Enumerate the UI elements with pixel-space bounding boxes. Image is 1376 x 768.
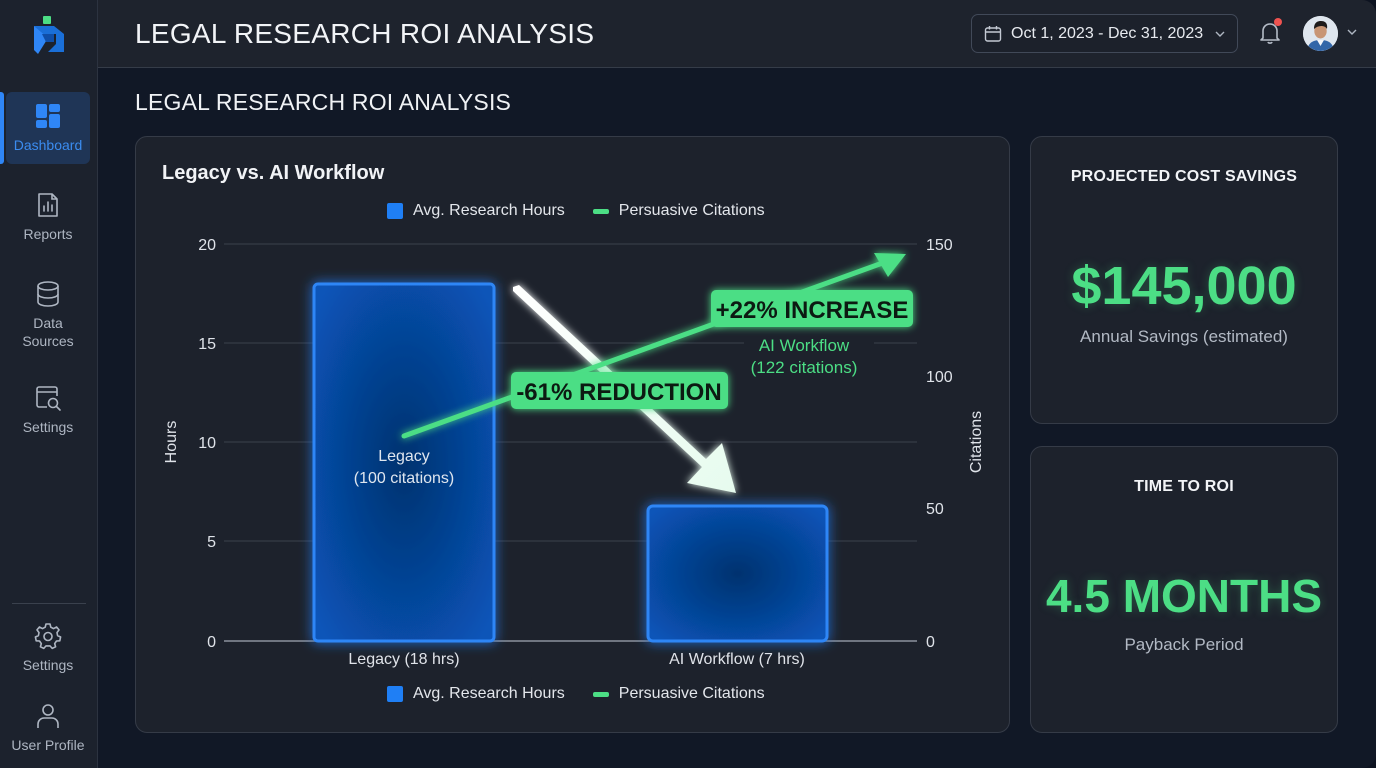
sidebar-item-user-profile[interactable]: User Profile <box>6 702 90 754</box>
sidebar-item-dashboard[interactable]: Dashboard <box>6 92 90 164</box>
legend-citations-label: Persuasive Citations <box>618 202 765 219</box>
bar-legacy <box>312 282 496 643</box>
date-range-picker[interactable]: Oct 1, 2023 - Dec 31, 2023 <box>971 14 1238 53</box>
bar-ai-workflow <box>646 504 829 643</box>
y-left-label: Hours <box>163 421 180 464</box>
y-right-label: Citations <box>968 411 985 473</box>
ai-point-label-bg <box>744 329 874 375</box>
database-icon <box>37 281 59 307</box>
kpi-value: 4.5 MONTHS <box>1045 570 1323 622</box>
reduction-badge: -61% REDUCTION <box>511 372 728 409</box>
svg-text:150: 150 <box>926 237 953 254</box>
app-logo-icon[interactable] <box>28 16 70 58</box>
header-title: LEGAL RESEARCH ROI ANALYSIS <box>135 18 595 49</box>
notification-badge <box>1274 18 1282 26</box>
svg-text:20: 20 <box>198 237 216 254</box>
chart-plot: 20 15 10 5 0 Hours 150 100 50 0 Citation… <box>163 237 985 668</box>
ai-point-label-2: (122 citations) <box>751 358 858 377</box>
increase-badge: +22% INCREASE <box>711 290 913 327</box>
gear-icon <box>34 623 62 650</box>
chevron-down-icon <box>1215 31 1225 37</box>
kpi-title: TIME TO ROI <box>1134 478 1234 495</box>
legend-hours-label: Avg. Research Hours <box>413 685 565 702</box>
chart-card: Legacy vs. AI Workflow Avg. Research Hou… <box>135 136 1010 733</box>
legend-hours-label: Avg. Research Hours <box>413 202 565 219</box>
calendar-icon <box>984 25 1002 42</box>
legend-hours-swatch <box>387 686 403 702</box>
legend-citations-label: Persuasive Citations <box>618 685 765 702</box>
date-range-value: Oct 1, 2023 - Dec 31, 2023 <box>1011 24 1204 42</box>
sidebar-divider <box>12 603 86 604</box>
kpi-card-cost-savings: PROJECTED COST SAVINGS $145,000 Annual S… <box>1030 136 1338 424</box>
chart-legend-top: Avg. Research Hours Persuasive Citations <box>387 202 765 220</box>
kpi-value: $145,000 <box>1071 256 1297 316</box>
sidebar-item-label: Dashboard <box>13 137 83 153</box>
kpi-subtitle: Annual Savings (estimated) <box>1080 327 1288 346</box>
svg-text:-61% REDUCTION: -61% REDUCTION <box>516 379 721 406</box>
ai-point-label-1: AI Workflow <box>759 336 850 355</box>
svg-text:15: 15 <box>198 336 216 353</box>
svg-text:100: 100 <box>926 369 953 386</box>
svg-text:5: 5 <box>207 534 216 551</box>
report-icon <box>38 193 58 217</box>
sidebar-item-data-sources[interactable]: Data Sources <box>6 280 90 350</box>
svg-text:Legacy (18 hrs): Legacy (18 hrs) <box>348 651 459 668</box>
svg-text:AI Workflow (7 hrs): AI Workflow (7 hrs) <box>669 651 805 668</box>
chart-legend-bottom: Avg. Research Hours Persuasive Citations <box>387 685 765 703</box>
sidebar-item-settings-bottom[interactable]: Settings <box>6 622 90 674</box>
svg-text:50: 50 <box>926 501 944 518</box>
kpi-title: PROJECTED COST SAVINGS <box>1070 168 1298 185</box>
y-right-ticks: 150 100 50 0 <box>926 237 953 651</box>
svg-text:0: 0 <box>926 634 935 651</box>
sidebar-item-label: Reports <box>23 226 73 242</box>
y-left-ticks: 20 15 10 5 0 <box>198 237 216 651</box>
kpi-subtitle: Payback Period <box>1124 635 1244 654</box>
svg-text:+22% INCREASE: +22% INCREASE <box>716 297 909 324</box>
sidebar: Dashboard Reports Data Sources <box>0 0 98 768</box>
chart-title: Legacy vs. AI Workflow <box>162 162 385 184</box>
top-header: LEGAL RESEARCH ROI ANALYSIS Oct 1, 2023 … <box>98 0 1376 68</box>
chevron-down-icon[interactable] <box>1346 26 1358 38</box>
sidebar-item-label: Data Sources <box>22 315 74 349</box>
svg-text:10: 10 <box>198 435 216 452</box>
legend-citations-swatch <box>592 208 609 214</box>
user-icon <box>37 704 59 728</box>
dashboard-icon <box>36 104 60 128</box>
sidebar-item-reports[interactable]: Reports <box>6 191 90 243</box>
sidebar-item-label: User Profile <box>11 737 85 753</box>
bell-icon[interactable] <box>1258 20 1282 46</box>
sidebar-item-settings[interactable]: Settings <box>6 384 90 436</box>
legacy-point-label-2: (100 citations) <box>354 470 455 487</box>
x-axis-labels: Legacy (18 hrs) AI Workflow (7 hrs) <box>348 651 804 668</box>
svg-text:0: 0 <box>207 634 216 651</box>
kpi-card-time-to-roi: TIME TO ROI 4.5 MONTHS Payback Period <box>1030 446 1338 733</box>
legend-hours-swatch <box>387 203 403 219</box>
sidebar-item-label: Settings <box>22 419 74 435</box>
active-indicator <box>0 92 4 164</box>
page-title: LEGAL RESEARCH ROI ANALYSIS <box>135 89 512 115</box>
sidebar-item-label: Settings <box>22 657 74 673</box>
browser-search-icon <box>36 386 61 411</box>
avatar[interactable] <box>1303 16 1338 51</box>
legacy-point-label-1: Legacy <box>378 448 430 465</box>
avatar-image-icon <box>1303 16 1338 51</box>
legend-citations-swatch <box>592 691 609 697</box>
